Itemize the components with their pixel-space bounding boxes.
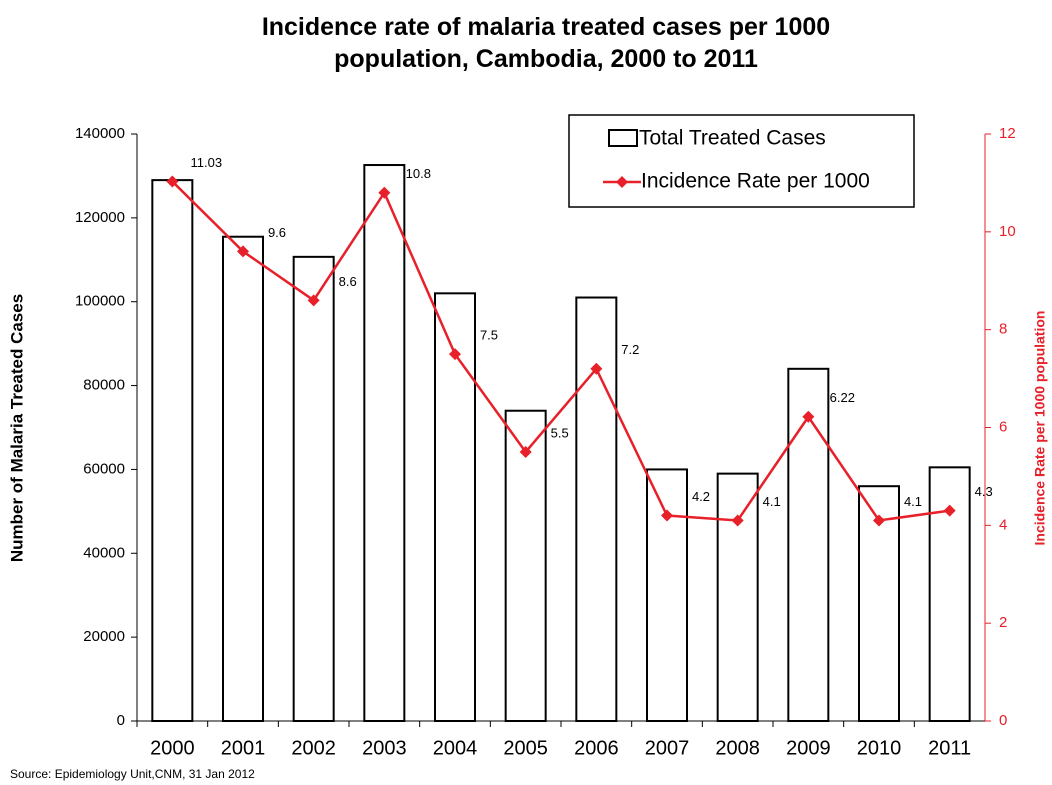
bar <box>787 367 830 722</box>
x-tick-label: 2008 <box>715 737 760 759</box>
x-tick-label: 2011 <box>928 737 971 759</box>
bar <box>151 179 194 723</box>
data-label: 7.2 <box>621 342 639 357</box>
bar <box>363 164 406 722</box>
marker <box>590 362 603 375</box>
y2-tick-label: 6 <box>999 418 1007 435</box>
data-label: 11.03 <box>191 155 223 170</box>
data-label: 6.22 <box>830 390 855 405</box>
y2-tick-label: 8 <box>999 321 1007 338</box>
data-label: 9.6 <box>268 225 286 240</box>
x-tick-label: 2005 <box>503 737 548 759</box>
bar <box>434 292 476 722</box>
bar <box>222 235 264 722</box>
y-tick-label: 120000 <box>75 209 125 226</box>
marker <box>166 175 179 188</box>
y2-axis-label: Incidence Rate per 1000 population <box>1032 311 1048 546</box>
x-tick-label: 2002 <box>291 737 336 759</box>
marker <box>873 514 885 527</box>
x-tick-label: 2003 <box>362 737 407 759</box>
y2-tick-label: 12 <box>999 125 1016 142</box>
y2-tick-label: 0 <box>999 712 1007 729</box>
marker <box>731 514 744 527</box>
data-label: 8.6 <box>339 274 357 289</box>
y-tick-label: 100000 <box>75 293 125 310</box>
y-tick-label: 80000 <box>83 377 125 394</box>
legend-swatch <box>616 176 628 188</box>
y-tick-label: 60000 <box>83 460 125 477</box>
x-tick-label: 2009 <box>786 737 831 759</box>
x-tick-label: 2007 <box>645 737 690 759</box>
bar <box>504 409 547 722</box>
data-label: 4.1 <box>904 494 922 509</box>
marker <box>802 410 815 423</box>
y-tick-label: 0 <box>117 712 125 729</box>
bar <box>716 472 759 722</box>
y-tick-label: 40000 <box>83 544 125 561</box>
legend-swatch <box>608 129 638 147</box>
y2-tick-label: 4 <box>999 516 1007 533</box>
bar <box>646 468 688 722</box>
bar <box>292 255 335 722</box>
legend-label: Incidence Rate per 1000 <box>641 170 870 193</box>
bar <box>858 485 900 723</box>
marker <box>307 294 320 307</box>
x-tick-label: 2004 <box>433 737 478 759</box>
marker <box>943 504 956 517</box>
data-label: 4.1 <box>763 494 781 509</box>
marker <box>237 245 249 258</box>
x-tick-label: 2000 <box>150 737 195 759</box>
y-tick-label: 20000 <box>83 628 125 645</box>
marker <box>449 348 461 361</box>
marker <box>519 445 532 458</box>
data-label: 4.3 <box>975 484 993 499</box>
legend-label: Total Treated Cases <box>639 127 826 150</box>
bar <box>575 296 618 722</box>
data-label: 4.2 <box>692 489 710 504</box>
x-tick-label: 2010 <box>857 737 902 759</box>
x-tick-label: 2001 <box>221 737 266 759</box>
chart-title: Incidence rate of malaria treated cases … <box>262 13 830 73</box>
marker <box>378 186 391 199</box>
y2-tick-label: 2 <box>999 614 1007 631</box>
marker <box>661 509 673 522</box>
x-tick-label: 2006 <box>574 737 619 759</box>
data-label: 5.5 <box>551 425 569 440</box>
y-axis-label: Number of Malaria Treated Cases <box>7 294 26 562</box>
y2-tick-label: 10 <box>999 223 1016 240</box>
data-label: 7.5 <box>480 328 498 343</box>
data-label: 10.8 <box>406 166 431 181</box>
line <box>171 180 950 522</box>
y-tick-label: 140000 <box>75 125 125 142</box>
source-note: Source: Epidemiology Unit,CNM, 31 Jan 20… <box>10 767 255 781</box>
